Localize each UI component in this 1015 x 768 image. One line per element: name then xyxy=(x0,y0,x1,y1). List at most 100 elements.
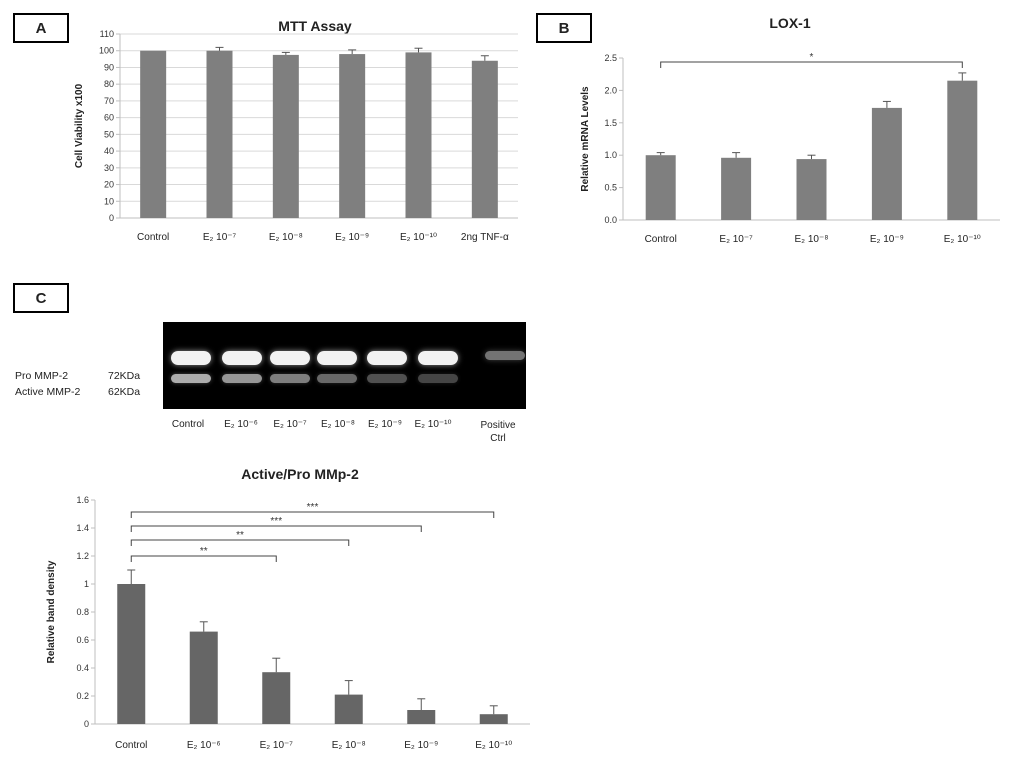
y-axis-label: Relative mRNA Levels xyxy=(580,86,591,192)
category-label: E₂ 10⁻⁹ xyxy=(335,232,369,243)
bar xyxy=(334,694,363,724)
active-mmp2-label: Active MMP-2 xyxy=(15,386,81,398)
bar xyxy=(206,50,233,219)
y-tick-label: 60 xyxy=(104,113,114,123)
significance-label: *** xyxy=(307,502,319,513)
chart-b: 0.0 0.5 1.0 1.5 2.0 2.5 Relative mRNA Levels Co… xyxy=(580,52,1000,245)
significance-bracket: * xyxy=(660,52,963,68)
y-tick-label: 70 xyxy=(104,96,114,106)
y-axis-label: Cell Viability x100 xyxy=(74,83,85,168)
significance-label: ** xyxy=(200,546,208,557)
bracket-line xyxy=(130,555,277,562)
significance-bracket: ** xyxy=(130,530,350,546)
bar xyxy=(117,584,146,724)
bar xyxy=(947,80,978,221)
category-label: E₂ 10⁻⁸ xyxy=(795,234,829,245)
bar xyxy=(871,107,902,220)
category-label: E₂ 10⁻⁹ xyxy=(404,740,438,751)
category-label: E₂ 10⁻⁷ xyxy=(719,234,753,245)
bar xyxy=(645,155,676,220)
y-tick-label: 80 xyxy=(104,79,114,89)
chart-a-title: MTT Assay xyxy=(278,18,352,34)
y-tick-label: 0.8 xyxy=(76,607,89,617)
bracket-line xyxy=(130,511,495,518)
category-label: E₂ 10⁻¹⁰ xyxy=(475,740,512,751)
bracket-line xyxy=(130,539,350,546)
y-tick-label: 110 xyxy=(100,29,114,39)
category-label: E₂ 10⁻⁹ xyxy=(870,234,904,245)
pro-band xyxy=(222,351,262,365)
y-tick-label: 0.4 xyxy=(76,663,89,673)
y-tick-label: 10 xyxy=(104,196,114,206)
significance-bracket: *** xyxy=(130,516,422,532)
category-label: E₂ 10⁻⁶ xyxy=(187,740,221,751)
bar xyxy=(189,631,218,724)
category-label: Control xyxy=(137,232,169,243)
bar xyxy=(721,157,752,220)
gel-lane-label: E₂ 10⁻⁹ xyxy=(367,419,402,430)
y-tick-label: 0.5 xyxy=(604,183,617,193)
y-tick-label: 0.6 xyxy=(76,635,89,645)
bar xyxy=(405,52,432,219)
pro-band xyxy=(418,351,458,365)
y-tick-label: 0.0 xyxy=(604,215,617,225)
bar xyxy=(339,54,366,219)
y-tick-label: 1.4 xyxy=(76,523,89,533)
pro-band xyxy=(270,351,310,365)
y-tick-label: 1 xyxy=(84,579,89,589)
gel-lane-label: Control xyxy=(171,419,205,430)
y-tick-label: 20 xyxy=(104,180,114,190)
active-band xyxy=(171,374,211,383)
active-band xyxy=(317,374,357,383)
bar xyxy=(272,54,299,219)
category-label: E₂ 10⁻⁷ xyxy=(260,740,294,751)
panel-label-a: A xyxy=(13,13,69,43)
chart-b-title: LOX-1 xyxy=(769,15,811,31)
y-tick-label: 40 xyxy=(104,146,114,156)
y-tick-label: 0 xyxy=(84,719,89,729)
y-tick-label: 50 xyxy=(104,129,114,139)
y-tick-label: 2.5 xyxy=(604,53,617,63)
active-band xyxy=(418,374,458,383)
category-label: E₂ 10⁻¹⁰ xyxy=(944,234,981,245)
y-tick-label: 100 xyxy=(99,46,114,56)
chart-a: 0 10 20 30 40 50 60 70 80 90 100 110 Cell Viability … xyxy=(74,29,518,243)
bar xyxy=(140,50,167,219)
active-band xyxy=(222,374,262,383)
pro-band xyxy=(171,351,211,365)
gel-lane-label: E₂ 10⁻⁷ xyxy=(273,419,307,430)
bracket-line xyxy=(130,525,422,532)
significance-label: *** xyxy=(270,516,282,527)
positive-line2: Ctrl xyxy=(490,433,506,444)
y-tick-label: 90 xyxy=(104,62,114,72)
y-tick-label: 2.0 xyxy=(604,85,617,95)
bar xyxy=(796,159,827,220)
pro-mmp2-kda: 72KDa xyxy=(108,370,141,382)
pro-band xyxy=(317,351,357,365)
y-tick-label: 1.0 xyxy=(604,150,617,160)
pro-mmp2-label: Pro MMP-2 xyxy=(15,370,69,382)
panel-label-b: B xyxy=(536,13,592,43)
active-band xyxy=(367,374,407,383)
y-tick-label: 1.2 xyxy=(76,551,89,561)
category-label: E₂ 10⁻¹⁰ xyxy=(400,232,437,243)
gel-image xyxy=(163,322,526,409)
bar xyxy=(407,710,436,724)
bracket-line xyxy=(660,61,963,68)
significance-bracket: *** xyxy=(130,502,495,518)
bar xyxy=(479,714,508,724)
gel-lane-label: E₂ 10⁻⁸ xyxy=(321,419,355,430)
y-axis-label: Relative band density xyxy=(46,560,57,663)
significance-bracket: ** xyxy=(130,546,277,562)
significance-label: * xyxy=(810,52,814,63)
chart-c-title: Active/Pro MMp-2 xyxy=(241,466,359,482)
active-band xyxy=(270,374,310,383)
y-tick-label: 1.5 xyxy=(604,118,617,128)
gel-lane-label-positive: Positive Ctrl xyxy=(473,419,523,445)
panel-label-c: C xyxy=(13,283,69,313)
bar xyxy=(471,60,498,218)
y-tick-label: 1.6 xyxy=(76,495,89,505)
category-label: E₂ 10⁻⁸ xyxy=(269,232,303,243)
category-label: E₂ 10⁻⁸ xyxy=(332,740,366,751)
active-mmp2-kda: 62KDa xyxy=(108,386,141,398)
